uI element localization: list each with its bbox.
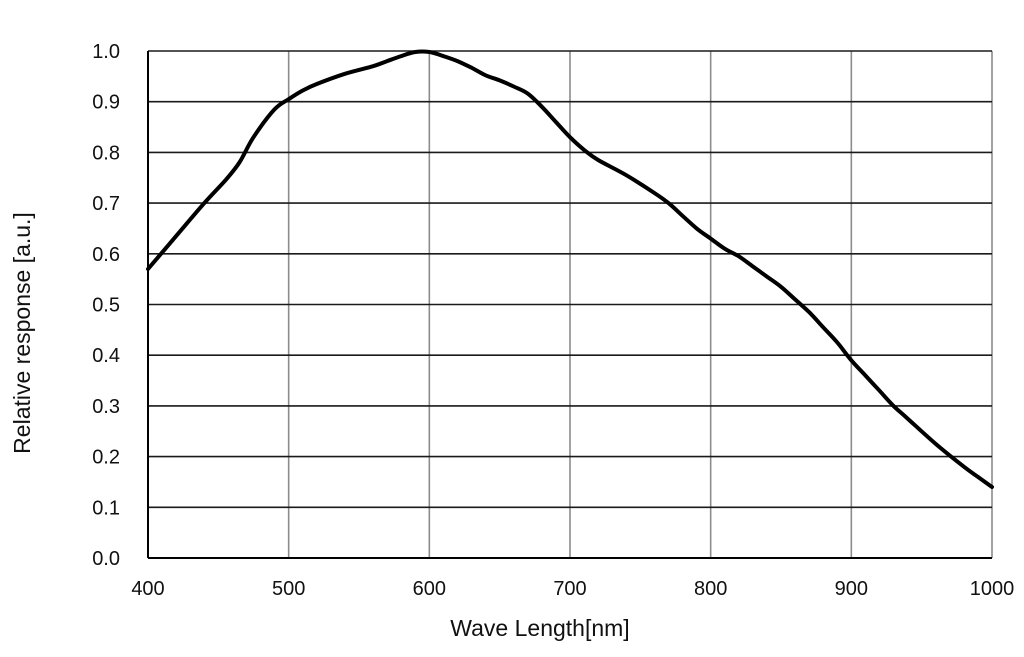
y-tick-label: 0.6 <box>92 244 120 266</box>
y-tick-label: 0.1 <box>92 497 120 519</box>
x-tick-label: 1000 <box>970 578 1015 600</box>
x-tick-label: 500 <box>272 578 305 600</box>
axes <box>147 51 992 559</box>
y-tick-label: 0.7 <box>92 193 120 215</box>
y-tick-labels: 0.0 0.1 0.2 0.3 0.4 0.5 0.6 0.7 0.8 0.9 1.0 <box>92 41 120 570</box>
y-tick-label: 0.4 <box>92 345 120 367</box>
y-tick-label: 0.0 <box>92 548 120 570</box>
y-tick-label: 1.0 <box>92 41 120 63</box>
x-tick-label: 900 <box>835 578 868 600</box>
response-curve <box>146 49 994 489</box>
y-tick-label: 0.2 <box>92 447 120 469</box>
y-tick-label: 0.3 <box>92 396 120 418</box>
x-tick-label: 800 <box>694 578 727 600</box>
y-tick-label: 0.5 <box>92 295 120 317</box>
x-tick-label: 400 <box>131 578 164 600</box>
x-tick-label: 600 <box>413 578 446 600</box>
x-axis-title: Wave Length[nm] <box>450 615 629 641</box>
horizontal-gridlines <box>148 50 992 509</box>
y-tick-label: 0.9 <box>92 92 120 114</box>
y-axis-title: Relative response [a.u.] <box>9 212 35 454</box>
x-tick-label: 700 <box>553 578 586 600</box>
series-layer <box>146 49 994 489</box>
y-tick-label: 0.8 <box>92 142 120 164</box>
x-tick-labels: 400 500 600 700 800 900 1000 <box>131 578 1014 600</box>
